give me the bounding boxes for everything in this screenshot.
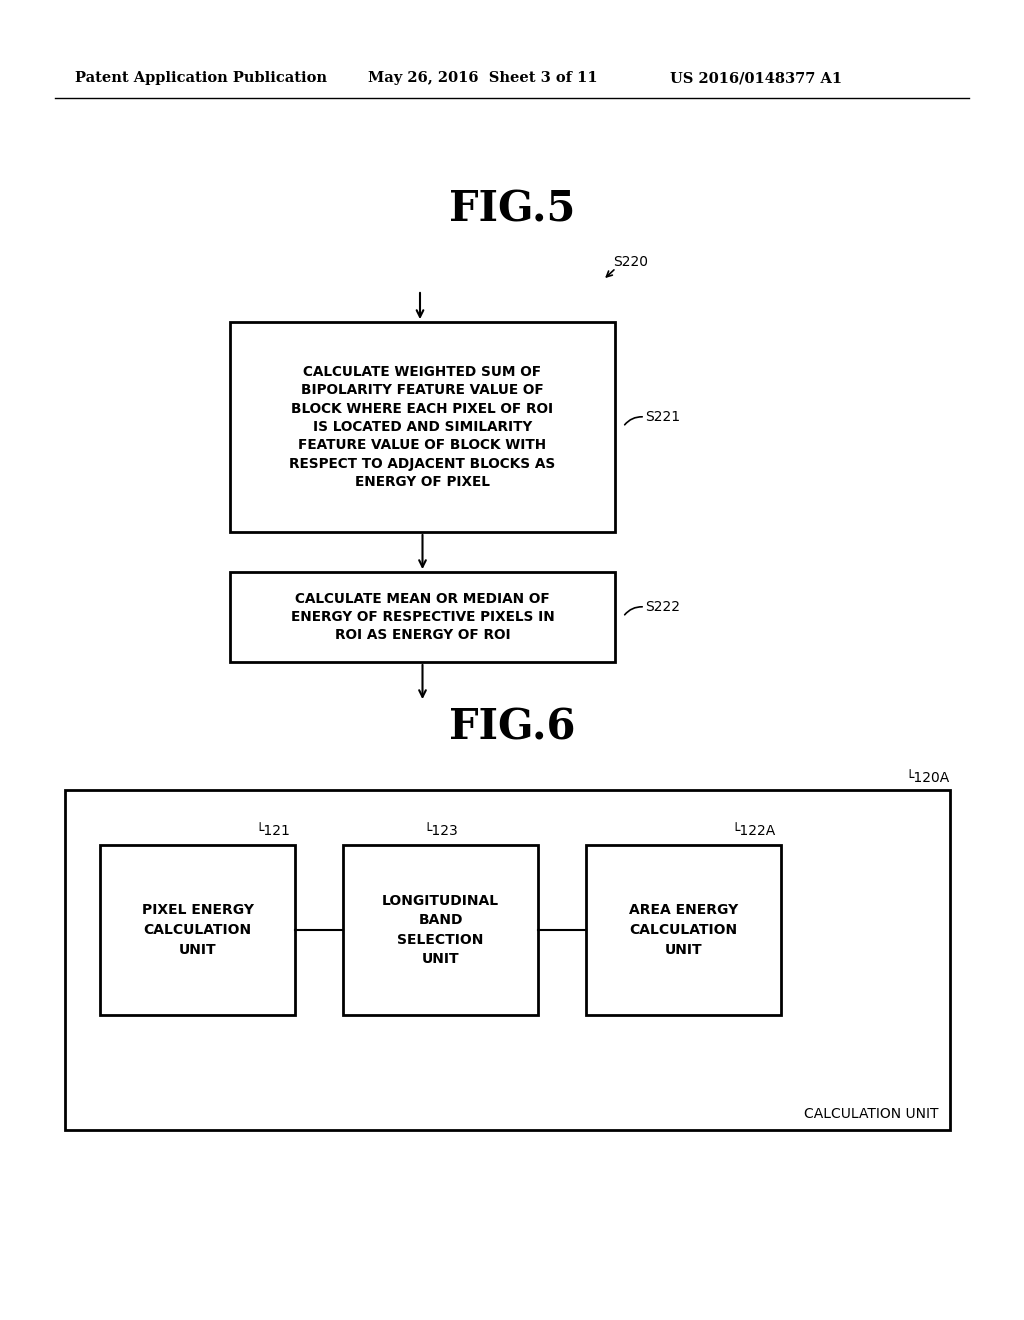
Text: LONGITUDINAL
BAND
SELECTION
UNIT: LONGITUDINAL BAND SELECTION UNIT [382, 894, 499, 966]
Text: └120A: └120A [906, 771, 950, 785]
Bar [230, 572, 615, 663]
Text: May 26, 2016  Sheet 3 of 11: May 26, 2016 Sheet 3 of 11 [368, 71, 598, 84]
Text: CALCULATION UNIT: CALCULATION UNIT [804, 1107, 938, 1121]
Text: S220: S220 [613, 255, 648, 269]
Bar [100, 845, 295, 1015]
Text: US 2016/0148377 A1: US 2016/0148377 A1 [670, 71, 842, 84]
Text: └123: └123 [423, 824, 458, 838]
Bar [586, 845, 781, 1015]
Text: Patent Application Publication: Patent Application Publication [75, 71, 327, 84]
Text: S222: S222 [645, 601, 680, 614]
Text: FIG.6: FIG.6 [449, 708, 575, 748]
Text: PIXEL ENERGY
CALCULATION
UNIT: PIXEL ENERGY CALCULATION UNIT [141, 903, 254, 957]
Text: AREA ENERGY
CALCULATION
UNIT: AREA ENERGY CALCULATION UNIT [629, 903, 738, 957]
Text: FIG.5: FIG.5 [449, 189, 575, 231]
Text: CALCULATE MEAN OR MEDIAN OF
ENERGY OF RESPECTIVE PIXELS IN
ROI AS ENERGY OF ROI: CALCULATE MEAN OR MEDIAN OF ENERGY OF RE… [291, 591, 554, 643]
Bar [343, 845, 538, 1015]
Text: └121: └121 [255, 824, 290, 838]
Text: └122A: └122A [732, 824, 776, 838]
Text: CALCULATE WEIGHTED SUM OF
BIPOLARITY FEATURE VALUE OF
BLOCK WHERE EACH PIXEL OF : CALCULATE WEIGHTED SUM OF BIPOLARITY FEA… [290, 364, 556, 490]
Text: S221: S221 [645, 411, 680, 424]
Bar [230, 322, 615, 532]
Bar [65, 789, 950, 1130]
